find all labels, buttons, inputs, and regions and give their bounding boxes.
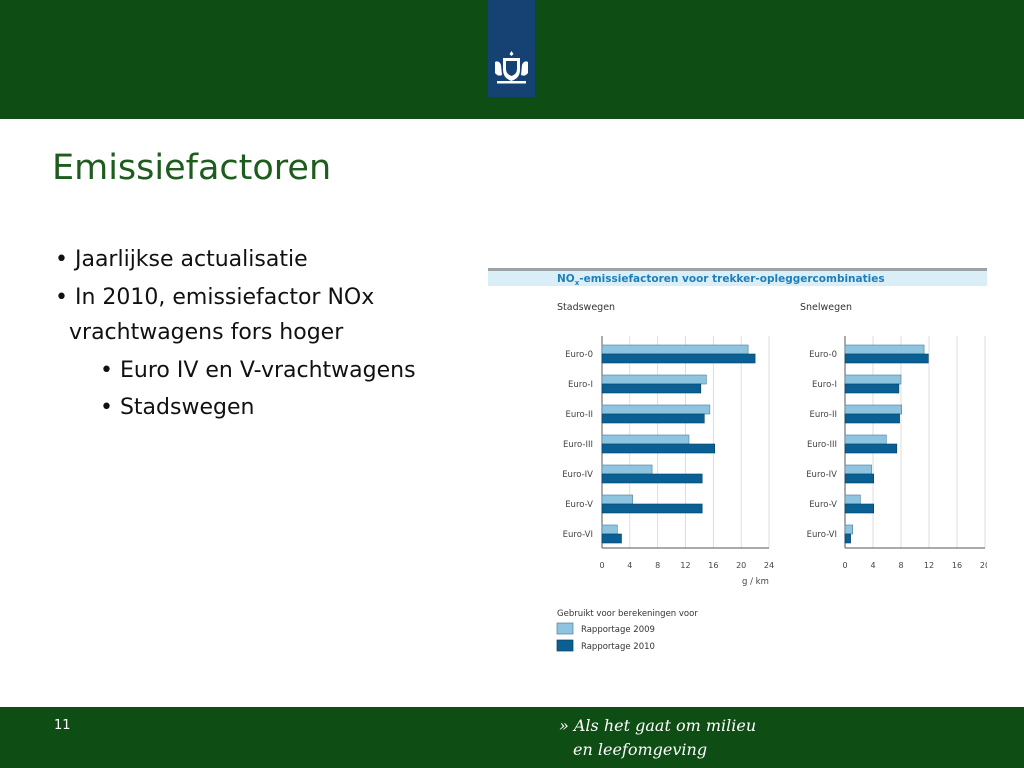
- bar-2010: [601, 503, 703, 514]
- bar-2009: [601, 494, 633, 505]
- bar-2010: [844, 473, 875, 484]
- category-label: Euro-IV: [806, 470, 837, 480]
- nox-bar-chart: NOx-emissiefactoren voor trekker-oplegge…: [488, 268, 987, 652]
- footer-bar: [0, 707, 1024, 768]
- panel-title: Snelwegen: [800, 302, 852, 313]
- tick-label: 24: [764, 561, 774, 570]
- bar-2009: [844, 464, 872, 475]
- tick-label: 12: [680, 561, 690, 570]
- tick-label: 4: [627, 561, 632, 570]
- tick-label: 12: [924, 561, 934, 570]
- bar-2010: [601, 443, 716, 454]
- category-label: Euro-II: [809, 410, 837, 420]
- chart-title: NOx-emissiefactoren voor trekker-oplegge…: [557, 273, 885, 287]
- bar-2010: [844, 503, 875, 514]
- category-label: Euro-0: [565, 350, 593, 360]
- bar-2009: [844, 374, 902, 385]
- bar-2010: [601, 353, 756, 364]
- category-label: Euro-IV: [562, 470, 593, 480]
- bar-2009: [844, 494, 861, 505]
- bullet-item: • Jaarlijkse actualisatie: [55, 247, 308, 272]
- bar-2009: [601, 434, 690, 445]
- bar-2010: [844, 383, 900, 394]
- chart-figure: NOx-emissiefactoren voor trekker-oplegge…: [488, 266, 987, 652]
- slide-title: Emissiefactoren: [52, 148, 332, 188]
- tick-label: 8: [655, 561, 660, 570]
- bullet-item-continuation: vrachtwagens fors hoger: [69, 320, 344, 345]
- bar-2010: [844, 353, 929, 364]
- legend-title: Gebruikt voor berekeningen voor: [557, 609, 698, 619]
- bar-2009: [601, 374, 707, 385]
- bar-2010: [601, 473, 703, 484]
- category-label: Euro-V: [565, 500, 593, 510]
- bar-2010: [601, 383, 702, 394]
- tick-label: 8: [898, 561, 903, 570]
- legend-swatch: [556, 622, 574, 635]
- legend-label: Rapportage 2010: [581, 642, 655, 652]
- tick-label: 4: [870, 561, 875, 570]
- coat-of-arms-icon: [495, 51, 528, 84]
- bar-2009: [844, 524, 853, 535]
- category-label: Euro-VI: [807, 530, 837, 540]
- slogan-line-2: en leefomgeving: [573, 740, 708, 759]
- chart-header-rule: [488, 268, 987, 271]
- chart-title-band: [488, 271, 987, 286]
- slogan-line-1: » Als het gaat om milieu: [559, 716, 757, 735]
- tick-label: 16: [708, 561, 718, 570]
- category-label: Euro-III: [807, 440, 837, 450]
- tick-label: 0: [842, 561, 847, 570]
- panel-title: Stadswegen: [557, 302, 615, 313]
- bar-2009: [601, 344, 749, 355]
- category-label: Euro-0: [809, 350, 837, 360]
- legend-swatch: [556, 639, 574, 652]
- category-label: Euro-V: [809, 500, 837, 510]
- category-label: Euro-I: [568, 380, 593, 390]
- tick-label: 0: [599, 561, 604, 570]
- sub-bullet-item: • Euro IV en V-vrachtwagens: [100, 358, 416, 383]
- category-label: Euro-VI: [563, 530, 593, 540]
- tick-label: 16: [952, 561, 962, 570]
- bar-2009: [601, 404, 711, 415]
- bar-2009: [844, 344, 925, 355]
- bullet-item: • In 2010, emissiefactor NOx: [55, 285, 375, 310]
- bar-2010: [844, 533, 851, 544]
- bar-2009: [601, 464, 653, 475]
- unit-label: g / km: [742, 577, 769, 587]
- bar-2010: [844, 413, 900, 424]
- legend-label: Rapportage 2009: [581, 625, 655, 635]
- category-label: Euro-II: [565, 410, 593, 420]
- bar-2009: [601, 524, 618, 535]
- sub-bullet-item: • Stadswegen: [100, 395, 255, 420]
- category-label: Euro-I: [812, 380, 837, 390]
- bar-2009: [844, 434, 887, 445]
- bar-2010: [844, 443, 898, 454]
- footer-slogan: » Als het gaat om milieu en leefomgeving: [559, 714, 756, 762]
- tick-label: 20: [736, 561, 746, 570]
- page-number: 11: [54, 718, 71, 733]
- logo-band: [488, 0, 535, 97]
- tick-label: 20: [980, 561, 987, 570]
- category-label: Euro-III: [563, 440, 593, 450]
- bar-2010: [601, 533, 622, 544]
- bar-2009: [844, 404, 903, 415]
- bar-2010: [601, 413, 705, 424]
